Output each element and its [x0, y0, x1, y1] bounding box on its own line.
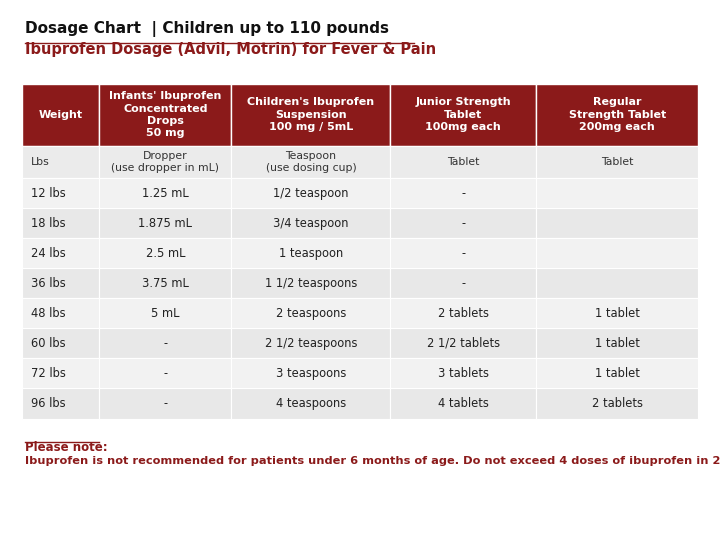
Text: Dropper
(use dropper in mL): Dropper (use dropper in mL) — [112, 151, 220, 173]
Text: 60 lbs: 60 lbs — [31, 337, 66, 350]
Text: Lbs: Lbs — [31, 157, 50, 167]
Text: 1 teaspoon: 1 teaspoon — [279, 247, 343, 260]
Text: 4 tablets: 4 tablets — [438, 397, 489, 410]
Text: 5 mL: 5 mL — [151, 307, 180, 320]
Text: -: - — [461, 277, 465, 290]
Text: 4 teaspoons: 4 teaspoons — [276, 397, 346, 410]
Text: Teaspoon
(use dosing cup): Teaspoon (use dosing cup) — [266, 151, 356, 173]
Text: -: - — [461, 187, 465, 200]
Text: 1 1/2 teaspoons: 1 1/2 teaspoons — [265, 277, 357, 290]
Text: Regular
Strength Tablet
200mg each: Regular Strength Tablet 200mg each — [569, 97, 666, 132]
Text: 2.5 mL: 2.5 mL — [145, 247, 185, 260]
Text: 2 1/2 teaspoons: 2 1/2 teaspoons — [265, 337, 357, 350]
Text: Please note:: Please note: — [25, 441, 108, 454]
Text: 1 tablet: 1 tablet — [595, 307, 639, 320]
Text: Ibuprofen Dosage (Advil, Motrin) for Fever & Pain: Ibuprofen Dosage (Advil, Motrin) for Fev… — [25, 42, 436, 57]
Text: Tablet: Tablet — [447, 157, 480, 167]
Text: 72 lbs: 72 lbs — [31, 367, 66, 380]
Text: 2 tablets: 2 tablets — [438, 307, 489, 320]
Text: 12 lbs: 12 lbs — [31, 187, 66, 200]
Text: 3/4 teaspoon: 3/4 teaspoon — [273, 217, 348, 230]
Text: 96 lbs: 96 lbs — [31, 397, 66, 410]
Text: 3 tablets: 3 tablets — [438, 367, 489, 380]
Text: -: - — [163, 367, 168, 380]
Text: -: - — [163, 337, 168, 350]
Text: Dosage Chart  | Children up to 110 pounds: Dosage Chart | Children up to 110 pounds — [25, 21, 390, 37]
Text: 1.25 mL: 1.25 mL — [142, 187, 189, 200]
Text: 2 teaspoons: 2 teaspoons — [276, 307, 346, 320]
Text: Infants' Ibuprofen
Concentrated
Drops
50 mg: Infants' Ibuprofen Concentrated Drops 50… — [109, 91, 222, 138]
Text: 2 tablets: 2 tablets — [592, 397, 643, 410]
Text: 3.75 mL: 3.75 mL — [142, 277, 189, 290]
Text: Junior Strength
Tablet
100mg each: Junior Strength Tablet 100mg each — [415, 97, 511, 132]
Text: 1 tablet: 1 tablet — [595, 367, 639, 380]
Text: -: - — [461, 217, 465, 230]
Text: -: - — [163, 397, 168, 410]
Text: 1 tablet: 1 tablet — [595, 337, 639, 350]
Text: 18 lbs: 18 lbs — [31, 217, 66, 230]
Text: Tablet: Tablet — [601, 157, 634, 167]
Text: 36 lbs: 36 lbs — [31, 277, 66, 290]
Text: 48 lbs: 48 lbs — [31, 307, 66, 320]
Text: 1.875 mL: 1.875 mL — [138, 217, 192, 230]
Text: -: - — [461, 247, 465, 260]
Text: 3 teaspoons: 3 teaspoons — [276, 367, 346, 380]
Text: 1/2 teaspoon: 1/2 teaspoon — [273, 187, 348, 200]
Text: Weight: Weight — [38, 110, 83, 120]
Text: Ibuprofen is not recommended for patients under 6 months of age. Do not exceed 4: Ibuprofen is not recommended for patient… — [25, 456, 720, 467]
Text: 2 1/2 tablets: 2 1/2 tablets — [427, 337, 500, 350]
Text: 24 lbs: 24 lbs — [31, 247, 66, 260]
Text: Children's Ibuprofen
Suspension
100 mg / 5mL: Children's Ibuprofen Suspension 100 mg /… — [248, 97, 374, 132]
